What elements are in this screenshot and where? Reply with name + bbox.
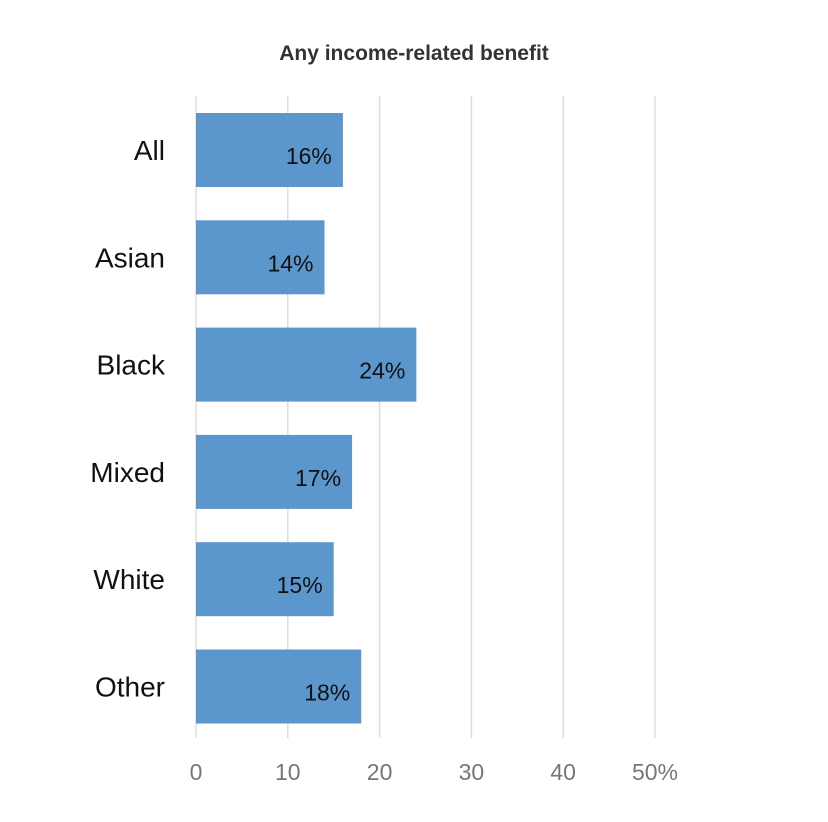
x-tick-label: 10 [275,759,301,785]
labels: 0 10 20 30 40 50% All 16% Asian 14% Black 24% Mixed 1… [90,135,678,785]
bars [196,113,417,724]
data-label: 14% [267,250,313,276]
data-label: 16% [286,143,332,169]
category-label: Other [95,672,165,703]
data-label: 15% [277,572,323,598]
x-tick-label: 50% [632,759,678,785]
category-label: Mixed [90,457,165,488]
bar-black [196,327,417,402]
x-tick-label: 30 [459,759,485,785]
bar-white [196,542,334,617]
data-label: 24% [359,358,405,384]
category-label: All [134,135,165,166]
bar-asian [196,220,325,295]
x-tick-label: 20 [367,759,393,785]
data-label: 17% [295,465,341,491]
category-label: Asian [95,242,165,273]
bar-all [196,113,343,187]
bar-other [196,649,362,724]
category-label: Black [97,350,166,381]
chart-title: Any income-related benefit [279,42,549,65]
data-label: 18% [304,680,350,706]
bar-mixed [196,434,353,509]
category-label: White [93,564,165,595]
grid-lines [195,96,656,738]
x-tick-label: 0 [190,759,203,785]
x-tick-label: 40 [550,759,576,785]
